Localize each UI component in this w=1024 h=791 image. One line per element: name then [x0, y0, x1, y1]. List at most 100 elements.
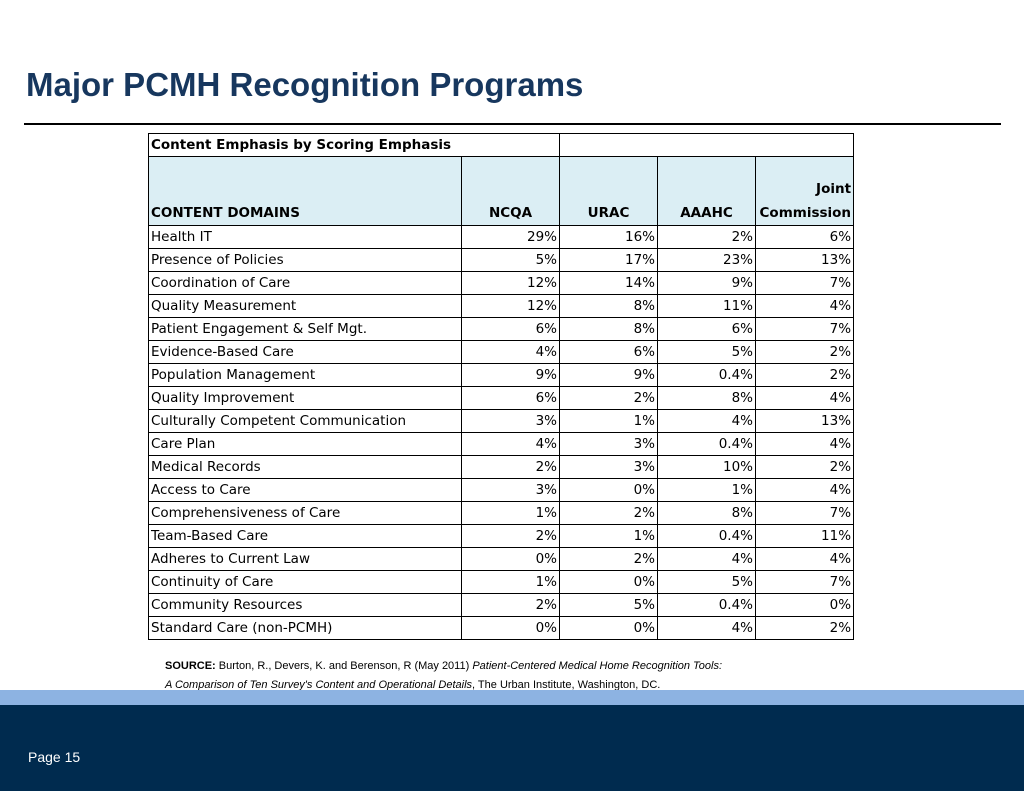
value-cell: 16% [559, 225, 659, 249]
value-cell: 4% [657, 616, 757, 640]
slide-title: Major PCMH Recognition Programs [26, 66, 584, 103]
value-cell: 3% [559, 432, 659, 456]
value-cell: 1% [657, 478, 757, 502]
value-cell: 2% [460, 593, 561, 617]
value-cell: 13% [755, 248, 855, 272]
domain-cell: Standard Care (non-PCMH) [148, 616, 462, 640]
domain-cell: Care Plan [148, 432, 462, 456]
domain-cell: Quality Improvement [148, 386, 462, 410]
value-cell: 4% [657, 547, 757, 571]
table-row: Patient Engagement & Self Mgt. 6% 8% 6% 7% [148, 317, 855, 341]
value-cell: 23% [657, 248, 757, 272]
page-number: Page 15 [28, 749, 81, 765]
value-cell: 10% [657, 455, 757, 479]
footer: Page 15 [0, 705, 1024, 791]
value-cell: 7% [755, 317, 855, 341]
value-cell: 8% [559, 294, 659, 318]
value-cell: 2% [559, 501, 659, 525]
value-cell: 4% [755, 478, 855, 502]
value-cell: 3% [460, 409, 561, 433]
table-row: Community Resources 2% 5% 0.4% 0% [148, 593, 855, 617]
table-row: Culturally Competent Communication 3% 1% 4%… [148, 409, 855, 433]
value-cell: 5% [559, 593, 659, 617]
data-table: Content Emphasis by Scoring Emphasis CON… [147, 133, 855, 640]
value-cell: 2% [755, 340, 855, 364]
value-cell: 2% [755, 455, 855, 479]
source-publisher: , The Urban Institute, Washington, DC. [472, 679, 661, 691]
value-cell: 7% [755, 501, 855, 525]
value-cell: 2% [460, 455, 561, 479]
value-cell: 3% [559, 455, 659, 479]
value-cell: 9% [657, 271, 757, 295]
table-row: Medical Records 2% 3% 10% 2% [148, 455, 855, 479]
value-cell: 6% [657, 317, 757, 341]
value-cell: 8% [657, 501, 757, 525]
domain-cell: Health IT [148, 225, 462, 249]
column-header: URAC [559, 156, 659, 226]
value-cell: 0.4% [657, 593, 757, 617]
value-cell: 0% [755, 593, 855, 617]
column-header: Joint Commission [755, 156, 855, 226]
value-cell: 4% [460, 432, 561, 456]
domain-cell: Medical Records [148, 455, 462, 479]
value-cell: 0.4% [657, 432, 757, 456]
value-cell: 9% [559, 363, 659, 387]
table-row: Presence of Policies 5% 17% 23% 13% [148, 248, 855, 272]
domain-cell: Community Resources [148, 593, 462, 617]
value-cell: 2% [559, 386, 659, 410]
column-header: CONTENT DOMAINS [148, 156, 462, 226]
value-cell: 0% [460, 547, 561, 571]
value-cell: 6% [755, 225, 855, 249]
domain-cell: Population Management [148, 363, 462, 387]
value-cell: 4% [755, 294, 855, 318]
value-cell: 12% [460, 294, 561, 318]
table-row: Quality Improvement 6% 2% 8% 4% [148, 386, 855, 410]
value-cell: 7% [755, 570, 855, 594]
title-rule [24, 123, 1001, 125]
value-cell: 0% [559, 570, 659, 594]
value-cell: 2% [559, 547, 659, 571]
value-cell: 1% [559, 409, 659, 433]
value-cell: 0.4% [657, 524, 757, 548]
column-header: AAAHC [657, 156, 757, 226]
table-caption: Content Emphasis by Scoring Emphasis [147, 133, 561, 157]
value-cell: 12% [460, 271, 561, 295]
value-cell: 3% [460, 478, 561, 502]
value-cell: 8% [657, 386, 757, 410]
value-cell: 11% [755, 524, 855, 548]
value-cell: 2% [460, 524, 561, 548]
domain-cell: Presence of Policies [148, 248, 462, 272]
accent-band [0, 690, 1024, 705]
column-header: NCQA [460, 156, 561, 226]
table-row: Health IT 29% 16% 2% 6% [148, 225, 855, 249]
table-row: Quality Measurement 12% 8% 11% 4% [148, 294, 855, 318]
table-row: Care Plan 4% 3% 0.4% 4% [148, 432, 855, 456]
value-cell: 1% [460, 501, 561, 525]
value-cell: 6% [460, 386, 561, 410]
table-row: Standard Care (non-PCMH) 0% 0% 4% 2% [148, 616, 855, 640]
value-cell: 4% [460, 340, 561, 364]
value-cell: 0% [559, 616, 659, 640]
domain-cell: Evidence-Based Care [148, 340, 462, 364]
value-cell: 9% [460, 363, 561, 387]
caption-blank [559, 133, 855, 157]
domain-cell: Adheres to Current Law [148, 547, 462, 571]
value-cell: 0% [460, 616, 561, 640]
value-cell: 17% [559, 248, 659, 272]
value-cell: 4% [755, 386, 855, 410]
value-cell: 4% [755, 432, 855, 456]
domain-cell: Coordination of Care [148, 271, 462, 295]
value-cell: 29% [460, 225, 561, 249]
table-row: Team-Based Care 2% 1% 0.4% 11% [148, 524, 855, 548]
source-title: Patient-Centered Medical Home Recognitio… [472, 660, 722, 672]
table-row: Access to Care 3% 0% 1% 4% [148, 478, 855, 502]
value-cell: 13% [755, 409, 855, 433]
value-cell: 1% [460, 570, 561, 594]
value-cell: 11% [657, 294, 757, 318]
value-cell: 7% [755, 271, 855, 295]
table-row: Coordination of Care 12% 14% 9% 7% [148, 271, 855, 295]
domain-cell: Continuity of Care [148, 570, 462, 594]
source-title: A Comparison of Ten Survey's Content and… [165, 679, 473, 691]
source-note: SOURCE: Burton, R., Devers, K. and Beren… [165, 657, 722, 695]
domain-cell: Access to Care [148, 478, 462, 502]
